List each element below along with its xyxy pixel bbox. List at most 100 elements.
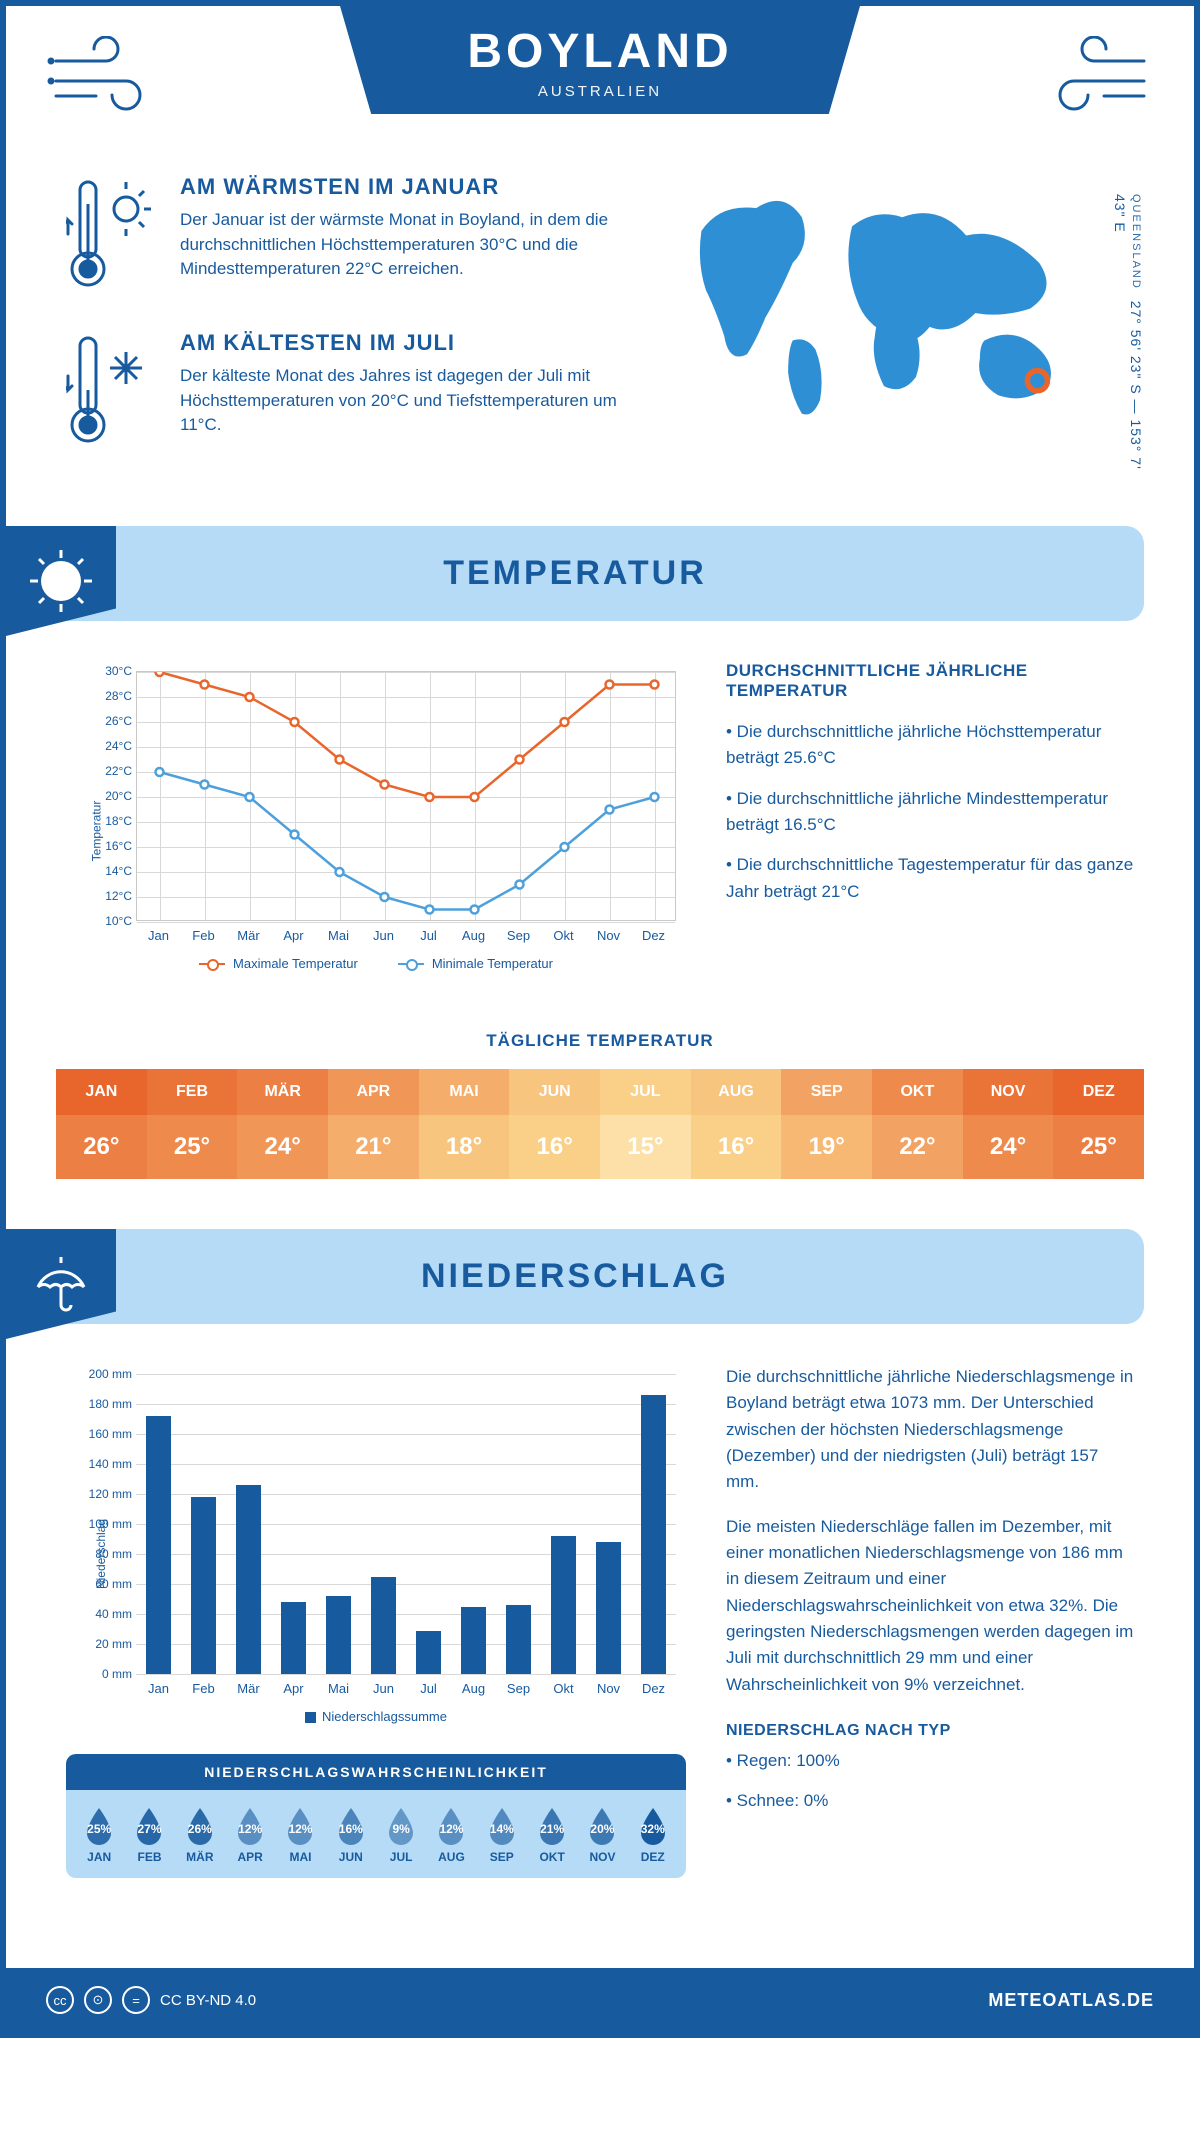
warmest-title: AM WÄRMSTEN IM JANUAR [180, 174, 634, 200]
thermometer-snow-icon [66, 330, 156, 450]
temp-table-col: OKT22° [872, 1069, 963, 1179]
precip-p2: Die meisten Niederschläge fallen im Deze… [726, 1514, 1134, 1698]
month-label: Jun [373, 1681, 394, 1696]
month-label: Aug [462, 1681, 485, 1696]
ytick: 30°C [96, 664, 132, 678]
month-label: Nov [597, 928, 620, 943]
sun-icon [6, 526, 116, 636]
temp-desc-b2: • Die durchschnittliche jährliche Mindes… [726, 786, 1134, 839]
wind-icon [46, 36, 166, 116]
region-label: QUEENSLAND [1130, 194, 1142, 290]
coldest-title: AM KÄLTESTEN IM JULI [180, 330, 634, 356]
precip-bar [371, 1577, 396, 1675]
month-label: Jan [148, 1681, 169, 1696]
precip-bar [416, 1631, 441, 1675]
precip-prob-cell: 14%SEP [477, 1806, 527, 1864]
temp-table-col: AUG16° [691, 1069, 782, 1179]
umbrella-icon [6, 1229, 116, 1339]
precip-bar [641, 1395, 666, 1674]
daily-temp-table: JAN26°FEB25°MÄR24°APR21°MAI18°JUN16°JUL1… [56, 1069, 1144, 1179]
precip-bar [596, 1542, 621, 1674]
warmest-text: Der Januar ist der wärmste Monat in Boyl… [180, 208, 634, 282]
ytick: 28°C [96, 689, 132, 703]
page-title: BOYLAND [420, 24, 780, 79]
temp-desc-title: DURCHSCHNITTLICHE JÄHRLICHE TEMPERATUR [726, 661, 1134, 701]
precip-type-1: • Regen: 100% [726, 1748, 1134, 1774]
month-label: Mär [237, 928, 259, 943]
month-label: Apr [283, 1681, 303, 1696]
footer: cc ⊙ = CC BY-ND 4.0 METEOATLAS.DE [6, 1968, 1194, 2032]
temp-table-col: APR21° [328, 1069, 419, 1179]
temp-table-col: FEB25° [147, 1069, 238, 1179]
temp-table-col: MÄR24° [237, 1069, 328, 1179]
temp-table-col: JAN26° [56, 1069, 147, 1179]
month-label: Jun [373, 928, 394, 943]
ytick: 200 mm [86, 1367, 132, 1381]
ytick: 22°C [96, 764, 132, 778]
temperature-line-chart: Temperatur 10°C12°C14°C16°C18°C20°C22°C2… [66, 661, 686, 1001]
precip-bar [461, 1607, 486, 1675]
month-label: Mär [237, 1681, 259, 1696]
precip-prob-cell: 12%MAI [275, 1806, 325, 1864]
precip-probability-box: NIEDERSCHLAGSWAHRSCHEINLICHKEIT 25%JAN27… [66, 1754, 686, 1878]
temperature-description: DURCHSCHNITTLICHE JÄHRLICHE TEMPERATUR •… [726, 661, 1134, 971]
precip-bar [146, 1416, 171, 1674]
precip-prob-cell: 25%JAN [74, 1806, 124, 1864]
temp-desc-b1: • Die durchschnittliche jährliche Höchst… [726, 719, 1134, 772]
precipitation-bar-chart: Niederschlag 0 mm20 mm40 mm60 mm80 mm100… [66, 1364, 686, 1744]
month-label: Dez [642, 928, 665, 943]
coldest-text: Der kälteste Monat des Jahres ist dagege… [180, 364, 634, 438]
ytick: 120 mm [86, 1487, 132, 1501]
precip-bar [191, 1497, 216, 1674]
temperature-heading: TEMPERATUR [443, 554, 707, 593]
temp-table-col: MAI18° [419, 1069, 510, 1179]
title-banner: BOYLAND AUSTRALIEN [340, 6, 860, 114]
temp-table-col: DEZ25° [1053, 1069, 1144, 1179]
cc-icon: cc [46, 1986, 74, 2014]
ytick: 160 mm [86, 1427, 132, 1441]
precip-p1: Die durchschnittliche jährliche Niedersc… [726, 1364, 1134, 1496]
precip-bar [236, 1485, 261, 1674]
month-label: Jul [420, 1681, 437, 1696]
world-map: QUEENSLAND 27° 56' 23" S — 153° 7' 43" E [674, 174, 1134, 486]
precipitation-banner: NIEDERSCHLAG [6, 1229, 1144, 1324]
precip-prob-title: NIEDERSCHLAGSWAHRSCHEINLICHKEIT [66, 1754, 686, 1790]
precipitation-description: Die durchschnittliche jährliche Niedersc… [726, 1364, 1134, 1878]
license: cc ⊙ = CC BY-ND 4.0 [46, 1986, 256, 2014]
ytick: 80 mm [86, 1547, 132, 1561]
ytick: 26°C [96, 714, 132, 728]
month-label: Jan [148, 928, 169, 943]
ytick: 100 mm [86, 1517, 132, 1531]
ytick: 180 mm [86, 1397, 132, 1411]
month-label: Feb [192, 1681, 214, 1696]
month-label: Apr [283, 928, 303, 943]
ytick: 16°C [96, 839, 132, 853]
ytick: 10°C [96, 914, 132, 928]
month-label: Aug [462, 928, 485, 943]
precip-bar [281, 1602, 306, 1674]
ytick: 14°C [96, 864, 132, 878]
ytick: 20°C [96, 789, 132, 803]
month-label: Mai [328, 928, 349, 943]
month-label: Dez [642, 1681, 665, 1696]
ytick: 40 mm [86, 1607, 132, 1621]
month-label: Mai [328, 1681, 349, 1696]
page-subtitle: AUSTRALIEN [420, 83, 780, 100]
precip-prob-cell: 16%JUN [326, 1806, 376, 1864]
temp-table-col: SEP19° [781, 1069, 872, 1179]
daily-temp-title: TÄGLICHE TEMPERATUR [6, 1031, 1194, 1051]
coordinates: QUEENSLAND 27° 56' 23" S — 153° 7' 43" E [1112, 194, 1144, 486]
license-text: CC BY-ND 4.0 [160, 1992, 256, 2009]
ytick: 0 mm [86, 1667, 132, 1681]
precip-prob-cell: 21%OKT [527, 1806, 577, 1864]
precip-prob-cell: 12%AUG [426, 1806, 476, 1864]
ytick: 24°C [96, 739, 132, 753]
ytick: 60 mm [86, 1577, 132, 1591]
brand: METEOATLAS.DE [988, 1990, 1154, 2011]
precip-prob-cell: 9%JUL [376, 1806, 426, 1864]
precip-prob-cell: 27%FEB [124, 1806, 174, 1864]
ytick: 20 mm [86, 1637, 132, 1651]
precip-type-2: • Schnee: 0% [726, 1788, 1134, 1814]
ytick: 18°C [96, 814, 132, 828]
temp-table-col: JUN16° [509, 1069, 600, 1179]
